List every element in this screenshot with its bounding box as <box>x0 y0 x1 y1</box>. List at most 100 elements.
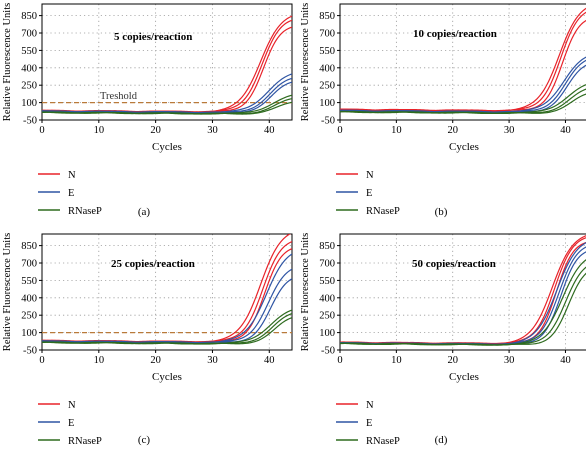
legend-label-n: N <box>366 400 374 411</box>
x-axis-label: Cycles <box>449 371 479 383</box>
y-tick-label: 700 <box>21 29 37 40</box>
y-tick-label: 550 <box>21 276 37 287</box>
legend-label-n: N <box>68 400 76 411</box>
x-tick-label: 20 <box>447 125 458 136</box>
y-tick-label: -50 <box>321 116 335 127</box>
x-axis-label: Cycles <box>152 371 182 383</box>
series-line-n <box>340 235 586 345</box>
y-tick-label: 250 <box>319 311 335 322</box>
legend-label-rnasep: RNaseP <box>68 436 102 447</box>
series-line-n <box>340 11 586 112</box>
plot-frame <box>41 3 293 121</box>
x-tick-label: 30 <box>504 125 515 136</box>
y-tick-label: 100 <box>319 328 335 339</box>
curves <box>340 235 586 346</box>
series-line-e <box>42 268 292 344</box>
legend-label-rnasep: RNaseP <box>68 206 102 217</box>
y-tick-label: 400 <box>319 63 335 74</box>
y-axis-label: Relative Fluorescence Units <box>300 233 311 351</box>
y-axis-label: Relative Fluorescence Units <box>300 3 311 121</box>
chart-panel-a: -50 100 250 400 550 700 850 0 10 20 30 40 Relative F… <box>2 3 293 218</box>
y-tick-label: 700 <box>319 29 335 40</box>
series-line-e <box>42 81 292 114</box>
panel-label: (b) <box>435 206 448 218</box>
panel-label: (a) <box>138 206 151 218</box>
legend-label-e: E <box>68 418 74 429</box>
x-tick-label: 30 <box>504 355 515 366</box>
legend-label-n: N <box>68 170 76 181</box>
y-tick-label: 400 <box>21 293 37 304</box>
series-line-e <box>340 64 586 113</box>
series-line-e <box>42 278 292 344</box>
y-tick-label: 850 <box>319 11 335 22</box>
y-tick-label: 850 <box>21 11 37 22</box>
chart-panel-d: -50 100 250 400 550 700 850 0 10 20 30 40 Relative F… <box>300 233 586 447</box>
panel-title: 5 copies/reaction <box>114 31 192 43</box>
y-tick-label: 850 <box>21 241 37 252</box>
series-line-rnasep <box>340 93 586 114</box>
x-tick-label: 20 <box>150 355 161 366</box>
curves <box>340 7 586 115</box>
legend-label-e: E <box>366 418 372 429</box>
panel-label: (d) <box>435 434 448 446</box>
y-tick-label: 400 <box>319 293 335 304</box>
x-axis-label: Cycles <box>152 141 182 153</box>
series-line-rnasep <box>340 272 586 346</box>
x-tick-label: 30 <box>207 355 218 366</box>
y-tick-label: -50 <box>23 116 37 127</box>
x-tick-label: 0 <box>337 125 342 136</box>
plot-frame <box>41 233 293 351</box>
x-tick-label: 20 <box>150 125 161 136</box>
legend-label-e: E <box>68 188 74 199</box>
series-line-rnasep <box>42 317 292 345</box>
legend-label-rnasep: RNaseP <box>366 436 400 447</box>
x-tick-label: 0 <box>337 355 342 366</box>
y-axis-label: Relative Fluorescence Units <box>2 3 13 121</box>
legend-label-rnasep: RNaseP <box>366 206 400 217</box>
panel-title: 25 copies/reaction <box>111 258 195 270</box>
y-tick-label: 550 <box>319 46 335 57</box>
x-tick-label: 10 <box>94 125 105 136</box>
y-tick-label: 100 <box>21 328 37 339</box>
x-tick-label: 40 <box>264 355 275 366</box>
y-tick-label: 700 <box>21 259 37 270</box>
x-tick-label: 40 <box>264 125 275 136</box>
y-tick-label: 550 <box>21 46 37 57</box>
panel-title: 50 copies/reaction <box>412 258 496 270</box>
curves <box>42 234 292 345</box>
x-tick-label: 0 <box>39 355 44 366</box>
x-tick-label: 10 <box>391 125 402 136</box>
series-line-rnasep <box>42 309 292 345</box>
y-axis-label: Relative Fluorescence Units <box>2 233 13 351</box>
panel-label: (c) <box>138 434 151 446</box>
y-tick-label: 400 <box>21 63 37 74</box>
x-tick-label: 0 <box>39 125 44 136</box>
chart-panel-b: -50 100 250 400 550 700 850 0 10 20 30 40 Relative F… <box>300 3 586 218</box>
y-tick-label: 250 <box>319 81 335 92</box>
y-tick-label: 100 <box>319 98 335 109</box>
chart-panel-c: -50 100 250 400 550 700 850 0 10 20 30 40 Relative F… <box>2 233 293 447</box>
legend-label-n: N <box>366 170 374 181</box>
x-tick-label: 10 <box>391 355 402 366</box>
x-axis-label: Cycles <box>449 141 479 153</box>
plot-frame <box>339 3 586 121</box>
x-tick-label: 40 <box>560 355 571 366</box>
curves <box>42 15 292 115</box>
y-tick-label: 550 <box>319 276 335 287</box>
plot-frame <box>339 233 586 351</box>
x-tick-label: 30 <box>207 125 218 136</box>
series-line-n <box>340 237 586 345</box>
threshold-label: Treshold <box>100 91 138 102</box>
series-line-rnasep <box>42 101 292 115</box>
y-tick-label: 700 <box>319 259 335 270</box>
series-line-n <box>42 234 291 343</box>
series-line-n <box>340 19 586 112</box>
x-tick-label: 10 <box>94 355 105 366</box>
y-tick-label: 250 <box>21 81 37 92</box>
y-tick-label: -50 <box>23 346 37 357</box>
x-tick-label: 20 <box>447 355 458 366</box>
panel-title: 10 copies/reaction <box>413 28 497 40</box>
x-tick-label: 40 <box>560 125 571 136</box>
y-tick-label: 100 <box>21 98 37 109</box>
